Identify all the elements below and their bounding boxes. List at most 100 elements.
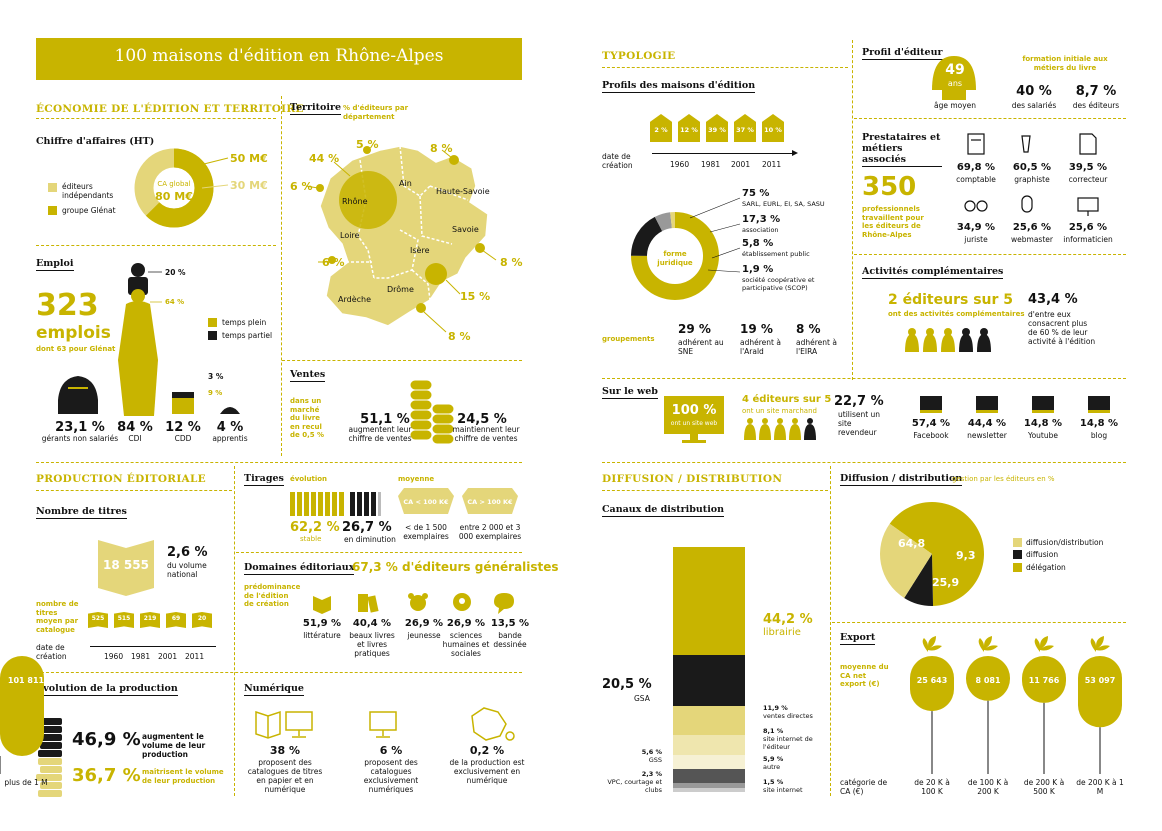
pie-slice-1: [904, 554, 934, 606]
web-r: 22,7 %: [834, 394, 884, 409]
stack-segment-librairie: [673, 547, 745, 656]
group-value: 19 %: [740, 322, 773, 336]
pct-ardeche: 6 %: [322, 256, 345, 269]
activites-sub: ont des activités complémentaires: [888, 310, 1025, 318]
legend-plein: temps plein: [222, 318, 267, 327]
profil-age-unit: ans: [947, 79, 963, 88]
tirages-moy: moyenne: [398, 475, 435, 483]
book-icon: [88, 612, 108, 628]
numerique-label: de la production est exclusivement en nu…: [449, 758, 525, 785]
canaux-gsa-label: GSA: [634, 694, 650, 703]
group-value: 29 %: [678, 322, 711, 336]
presta-label: informaticien: [1063, 235, 1113, 244]
canaux-lib-label: librairie: [763, 627, 801, 638]
legal-label: société coopérative et participative (SC…: [742, 276, 815, 292]
tirages-moy-2: entre 2 000 et 3 000 exemplaires: [458, 523, 522, 541]
emploi-pct-mid: 64 %: [165, 298, 185, 306]
stack-segment-ventes-directes: [673, 705, 745, 735]
presta-value: 25,6 %: [1068, 222, 1108, 233]
eco-title: ÉCONOMIE DE L'ÉDITION ET TERRITOIRE: [36, 103, 304, 115]
house-icon: [650, 114, 672, 142]
export-bags: [0, 636, 1122, 774]
ventes-stat-1-label: augmentent leur chiffre de ventes: [348, 425, 412, 443]
legal-value: 75 %: [742, 188, 770, 199]
titres-pct: 2,6 %: [167, 545, 208, 560]
presta-label: juriste: [964, 235, 988, 244]
dept-ardeche: Ardèche: [338, 295, 372, 304]
legal-label: SARL, EURL, EI, SA, SASU: [742, 200, 825, 208]
bag-tie-3: [1090, 636, 1110, 652]
emploi-pct-top: 20 %: [165, 268, 186, 277]
web-big: 100 %: [671, 403, 717, 418]
export-value: 101 811: [7, 676, 45, 685]
presta-value: 60,5 %: [1012, 162, 1052, 173]
emploi-stat-0: 23,1 %: [55, 420, 105, 435]
numerique-label: proposent des catalogues exclusivement n…: [363, 758, 419, 794]
numerique-icons: [255, 707, 515, 741]
canaux-gsa: 20,5 %: [602, 677, 652, 692]
pct-isere: 15 %: [460, 290, 491, 303]
emploi-small-top: 3 %: [208, 372, 224, 381]
stack-segment-site-internet: [673, 788, 745, 792]
domaines-headline: 67,3 % d'éditeurs généralistes: [352, 560, 559, 574]
web-figures: [744, 418, 816, 440]
web-title: Sur le web: [602, 386, 658, 399]
activites-figures: [905, 328, 991, 352]
group-label: adhérent à l'EIRA: [796, 338, 837, 356]
web-big-label: ont un site web: [670, 420, 718, 427]
territoire-title: Territoire: [290, 102, 342, 115]
evolution-title: Évolution de la production: [36, 683, 178, 696]
legend-glenat: groupe Glénat: [62, 206, 116, 215]
export-value: 8 081: [975, 676, 1001, 685]
pct-ain: 5 %: [356, 138, 379, 151]
book-icon: [166, 612, 186, 628]
numerique-value: 6 %: [379, 744, 403, 757]
group-value: 8 %: [796, 322, 821, 336]
stack-segment-gss: [673, 768, 745, 783]
export-cat: de 100 K à 200 K: [967, 778, 1009, 796]
pct-savoie: 8 %: [500, 256, 523, 269]
profil-age-label: âge moyen: [933, 101, 977, 110]
tirages-badge-1: CA < 100 K€: [403, 498, 449, 506]
bag-1: [966, 656, 1010, 701]
emploi-stat-3-label: apprentis: [212, 434, 248, 443]
domaine-value: 26,9 %: [404, 618, 444, 629]
export-cat: de 200 K à 500 K: [1023, 778, 1065, 796]
legal-label: établissement public: [742, 250, 810, 258]
domaine-value: 40,4 %: [352, 618, 392, 629]
book-value: 69: [171, 615, 181, 622]
canaux-left-value: 5,6 %: [641, 748, 662, 756]
dept-savoie: Savoie: [452, 225, 479, 234]
forme-donut: [631, 197, 741, 300]
activites-pct-label: d'entre eux consacrent plus de 60 % de l…: [1028, 310, 1096, 346]
activites-pct: 43,4 %: [1028, 292, 1078, 307]
canaux-item-label: site internet: [763, 786, 803, 794]
tirages-moy-1: < de 1 500 exemplaires: [403, 523, 449, 541]
distrib-pie: [880, 502, 984, 606]
ventes-stat-1: 51,1 %: [360, 412, 410, 427]
evolution-stack: [36, 718, 62, 797]
canaux-lib: 44,2 %: [763, 612, 813, 627]
canaux-item-label: site internet de l'éditeur: [763, 735, 813, 751]
dept-drome: Drôme: [387, 285, 414, 294]
export-side: moyenne du CA net export (€): [840, 663, 889, 688]
house-icon: [678, 114, 700, 142]
ca-donut: [134, 148, 229, 228]
legend-delegation: délégation: [1026, 563, 1066, 572]
emploi-stat-2-label: CDD: [174, 434, 192, 443]
diff-title: DIFFUSION / DISTRIBUTION: [602, 473, 783, 485]
web-item-label: newsletter: [967, 431, 1007, 440]
legend-swatch-delegation: [1013, 563, 1022, 572]
domaine-value: 26,9 %: [446, 618, 486, 629]
group-label: groupements: [602, 335, 655, 343]
book-value: 515: [117, 615, 131, 622]
titres-year-3: 2011: [185, 652, 205, 661]
numerique-value: 0,2 %: [469, 744, 505, 757]
tirages-stat-1-label: stable: [300, 535, 322, 543]
titres-year-0: 1960: [104, 652, 124, 661]
ca-title: Chiffre d'affaires (HT): [36, 136, 155, 147]
titres-big: 18 555: [103, 558, 149, 572]
ventes-side: dans un marché du livre en recul de 0,5 …: [290, 397, 325, 439]
titres-book: [98, 540, 154, 596]
canaux-left-label: GSS: [648, 756, 662, 764]
